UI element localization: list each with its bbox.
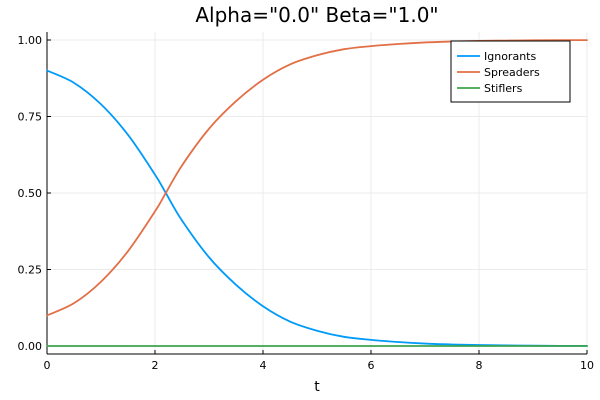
x-axis-label: t [314,379,320,395]
legend: Ignorants Spreaders Stiflers [450,40,571,103]
y-tick-label: 0.75 [18,111,43,124]
y-tick-label: 1.00 [18,34,43,47]
x-tick-label: 8 [476,359,483,372]
series-line-ignorants [46,69,588,347]
x-tick-label: 2 [152,359,159,372]
x-tick-label: 0 [44,359,51,372]
y-tick-label: 0.50 [18,187,43,200]
legend-label-spreaders: Spreaders [484,66,540,79]
legend-label-ignorants: Ignorants [484,50,536,63]
y-tick-label: 0.25 [18,264,43,277]
legend-label-stiflers: Stiflers [484,82,523,95]
tick-labels: 0 2 4 6 8 10 0.00 0.25 0.50 0.75 1.00 [18,34,595,372]
x-tick-label: 6 [368,359,375,372]
axes [46,32,588,355]
legend-items: Ignorants Spreaders Stiflers [457,50,540,95]
chart-title: Alpha="0.0" Beta="1.0" [195,3,438,27]
x-tick-label: 4 [260,359,267,372]
y-tick-label: 0.00 [18,340,43,353]
x-tick-label: 10 [580,359,594,372]
